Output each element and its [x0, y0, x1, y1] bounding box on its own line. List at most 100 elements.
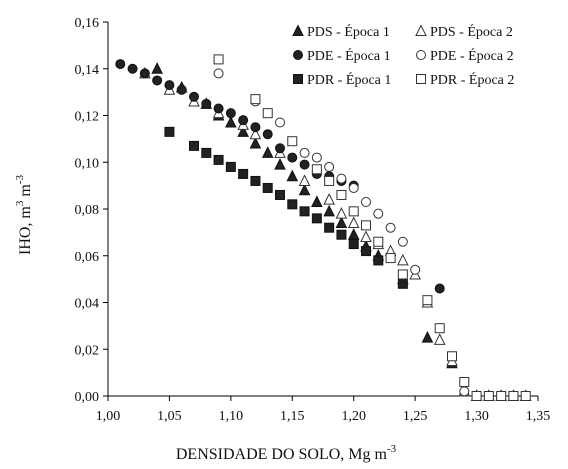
data-point: [361, 246, 371, 257]
data-point: [471, 391, 482, 401]
data-point: [201, 147, 212, 158]
y-tick-label: 0,06: [75, 250, 100, 265]
data-point: [324, 161, 335, 172]
data-point: [249, 127, 262, 140]
data-point: [262, 129, 273, 140]
y-axis-title-mid: m: [17, 184, 34, 201]
y-tick-label: 0,08: [75, 203, 100, 218]
legend-marker: [416, 50, 426, 60]
data-point: [152, 75, 163, 86]
data-point: [422, 295, 433, 306]
data-point: [275, 143, 285, 154]
data-point: [361, 220, 371, 231]
data-point: [213, 154, 224, 165]
data-point: [287, 136, 298, 147]
data-point: [286, 169, 299, 182]
data-point: [176, 84, 187, 95]
legend-marker: [293, 74, 303, 84]
data-point: [336, 229, 347, 240]
y-axis-title-superscript-1: 3: [14, 200, 26, 206]
data-point: [238, 168, 249, 179]
data-point: [115, 59, 126, 70]
series-triangle-open: [139, 66, 532, 401]
x-tick-label: 1,05: [157, 409, 182, 424]
data-point: [397, 236, 408, 247]
data-point: [397, 278, 408, 289]
y-tick-label: 0,10: [75, 156, 100, 171]
data-point: [447, 351, 457, 362]
legend-marker: [415, 24, 427, 36]
legend-label: PDE - Época 2: [430, 47, 514, 64]
x-axis-title: DENSIDADE DO SOLO, Mg m-3: [176, 443, 397, 463]
data-point: [213, 103, 224, 114]
data-point: [433, 333, 446, 345]
data-point: [323, 193, 335, 205]
data-point: [324, 222, 335, 233]
x-tick-label: 1,25: [403, 409, 428, 424]
data-point: [459, 376, 470, 387]
legend-label: PDR - Época 1: [307, 71, 391, 88]
data-point: [274, 157, 286, 170]
data-point: [249, 136, 262, 149]
legend-marker: [292, 24, 304, 36]
data-point: [459, 386, 470, 397]
x-tick-label: 1,15: [280, 409, 305, 424]
y-axis-title: IHO, m3 m-3: [14, 175, 34, 256]
data-point: [127, 63, 138, 74]
data-point: [164, 126, 175, 137]
data-point: [299, 159, 310, 170]
data-point: [348, 239, 359, 250]
data-point: [299, 147, 310, 158]
data-point: [397, 269, 408, 280]
y-axis: 0,00 0,02 0,04 0,06 0,08 0,10 0,12 0,14 0,16: [75, 16, 108, 405]
x-tick-label: 1,30: [464, 409, 489, 424]
data-point: [520, 391, 531, 401]
data-point: [397, 253, 409, 266]
legend-marker: [416, 74, 426, 84]
data-point: [201, 98, 212, 109]
data-point: [347, 216, 360, 229]
data-point: [311, 213, 322, 224]
data-point: [323, 204, 335, 217]
y-tick-label: 0,02: [75, 343, 100, 358]
data-point: [213, 54, 224, 65]
data-point: [189, 140, 199, 151]
data-point: [336, 189, 347, 200]
data-point: [261, 146, 274, 158]
data-point: [213, 68, 224, 79]
x-tick-label: 1,00: [96, 409, 121, 424]
data-point: [421, 330, 434, 343]
data-point: [373, 208, 384, 219]
data-point: [483, 391, 494, 401]
y-tick-label: 0,12: [75, 110, 100, 125]
data-point: [385, 222, 396, 233]
data-point: [311, 195, 323, 207]
data-point: [237, 125, 249, 137]
data-point: [287, 199, 298, 210]
data-point: [238, 115, 249, 126]
data-point: [348, 182, 359, 193]
y-tick-label: 0,14: [75, 63, 100, 78]
data-point: [298, 174, 311, 186]
data-point: [347, 228, 360, 240]
data-point: [385, 253, 396, 264]
data-point: [250, 122, 261, 133]
legend-label: PDR - Época 2: [430, 71, 514, 88]
x-tick-label: 1,20: [341, 409, 366, 424]
data-point: [335, 216, 348, 229]
data-point: [361, 196, 371, 207]
x-tick-label: 1,35: [526, 409, 551, 424]
data-point: [225, 161, 236, 172]
data-point: [262, 182, 273, 193]
x-axis: 1,00 1,05 1,10 1,15 1,20 1,25 1,30 1,35: [96, 396, 551, 424]
data-point: [434, 323, 445, 334]
data-point: [360, 230, 372, 243]
data-point: [496, 391, 507, 401]
data-point: [275, 189, 285, 200]
data-point: [262, 108, 273, 119]
y-tick-label: 0,00: [75, 390, 100, 405]
data-point: [508, 391, 519, 401]
legend-label: PDS - Época 2: [430, 23, 513, 40]
y-tick-label: 0,16: [75, 16, 100, 31]
